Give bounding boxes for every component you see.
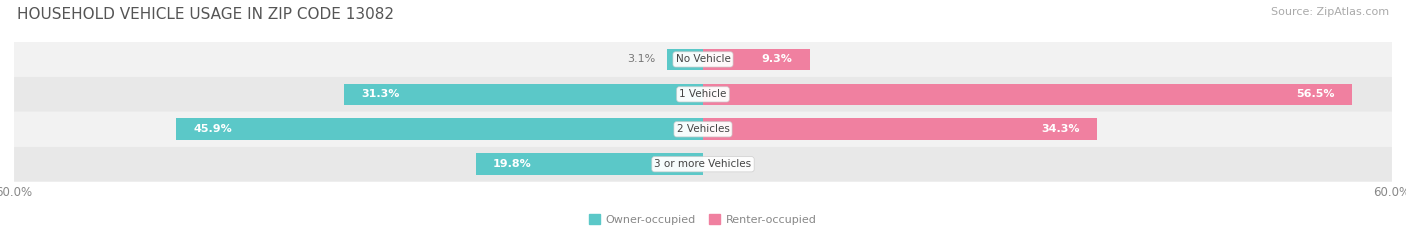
Bar <box>703 118 1097 140</box>
Bar <box>475 154 703 175</box>
Text: 3.1%: 3.1% <box>627 55 657 64</box>
Text: 45.9%: 45.9% <box>193 124 232 134</box>
Bar <box>343 84 703 105</box>
Text: 56.5%: 56.5% <box>1296 89 1334 99</box>
FancyBboxPatch shape <box>14 77 1392 112</box>
Text: 2 Vehicles: 2 Vehicles <box>676 124 730 134</box>
FancyBboxPatch shape <box>14 42 1392 77</box>
Text: 0.0%: 0.0% <box>714 159 742 169</box>
Legend: Owner-occupied, Renter-occupied: Owner-occupied, Renter-occupied <box>585 210 821 229</box>
Text: 1 Vehicle: 1 Vehicle <box>679 89 727 99</box>
FancyBboxPatch shape <box>14 147 1392 182</box>
Bar <box>176 118 703 140</box>
Text: HOUSEHOLD VEHICLE USAGE IN ZIP CODE 13082: HOUSEHOLD VEHICLE USAGE IN ZIP CODE 1308… <box>17 7 394 22</box>
FancyBboxPatch shape <box>14 112 1392 147</box>
Text: 31.3%: 31.3% <box>361 89 399 99</box>
Text: 3 or more Vehicles: 3 or more Vehicles <box>654 159 752 169</box>
Text: 34.3%: 34.3% <box>1040 124 1080 134</box>
Bar <box>703 84 1351 105</box>
Text: 9.3%: 9.3% <box>762 55 793 64</box>
Text: No Vehicle: No Vehicle <box>675 55 731 64</box>
Bar <box>703 49 810 70</box>
Text: Source: ZipAtlas.com: Source: ZipAtlas.com <box>1271 7 1389 17</box>
Bar <box>668 49 703 70</box>
Text: 19.8%: 19.8% <box>494 159 531 169</box>
